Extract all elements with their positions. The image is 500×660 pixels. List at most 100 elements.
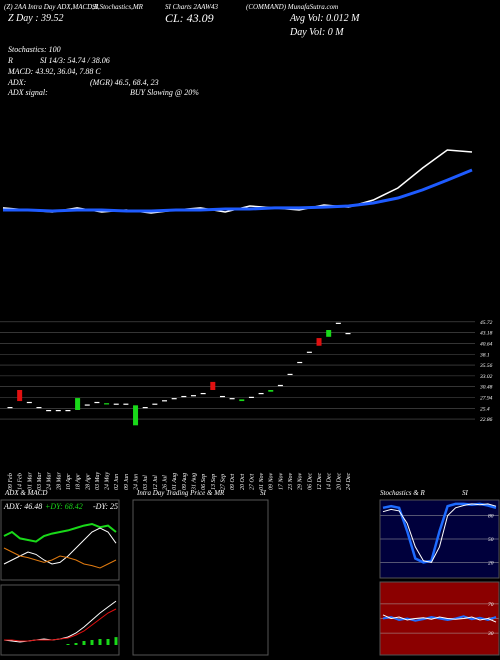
- title-part: SI,Stochastics,MR: [92, 3, 144, 11]
- x-tick-label: 24 Dec: [345, 473, 352, 490]
- avg-vol: Avg Vol: 0.012 M: [289, 13, 360, 24]
- x-tick-label: 01 Aug: [172, 473, 178, 490]
- x-tick-label: 09 Jun: [124, 474, 130, 490]
- series-line: [3, 527, 117, 565]
- candle: [171, 398, 177, 400]
- series-line: [4, 608, 117, 642]
- y-tick-label: 20: [488, 560, 494, 566]
- x-tick-label: 27 Oct: [249, 474, 255, 490]
- candle: [200, 392, 206, 395]
- x-tick-label: 10 Apr: [66, 473, 72, 490]
- x-tick-label: 20 Dec: [336, 473, 342, 490]
- candle: [152, 403, 158, 405]
- x-tick-label: 06 Sep: [201, 474, 207, 490]
- histogram-bar: [98, 639, 102, 645]
- x-tick-label: 09 Nov: [269, 472, 275, 490]
- candle: [26, 401, 32, 404]
- indicator-label: -DY: 25: [93, 502, 118, 511]
- x-tick-label: 28 Apr: [85, 473, 91, 490]
- candle: [7, 407, 13, 409]
- series-line: [3, 522, 117, 543]
- series-line: [382, 615, 497, 622]
- stat-text: R: [7, 56, 13, 65]
- series-line: [3, 547, 117, 569]
- y-tick-label: 25.4: [480, 405, 490, 412]
- day-label: Z Day : 39.52: [8, 13, 64, 24]
- candle: [162, 400, 168, 402]
- stat-text: MACD: 43.92, 36.04, 7.88 C: [7, 67, 101, 76]
- candle: [345, 332, 351, 335]
- candle: [306, 351, 312, 353]
- x-tick-label: 20 Oct: [240, 474, 246, 490]
- x-tick-label: 03 Jul: [143, 475, 149, 490]
- candle: [84, 404, 90, 406]
- indicator-label: ADX: 46.48: [3, 502, 42, 511]
- x-tick-label: 14 Dec: [326, 473, 333, 490]
- x-tick-label: 23 Nov: [288, 472, 294, 490]
- candle: [239, 399, 245, 402]
- x-tick-label: 27 Sep: [220, 474, 226, 490]
- x-tick-label: 13 Sep: [211, 474, 217, 490]
- x-tick-label: 24 Mar: [46, 472, 53, 490]
- x-tick-label: 14 Feb: [17, 473, 24, 490]
- y-tick-label: 33.02: [479, 374, 493, 380]
- candle: [104, 403, 110, 405]
- candle: [36, 407, 42, 409]
- panel-title: SI: [260, 489, 267, 497]
- x-tick-label: 12 Jul: [153, 475, 159, 490]
- candle: [17, 390, 23, 402]
- x-tick-label: 03 Mar: [37, 472, 43, 490]
- panel-title: Stochastics & R: [380, 489, 425, 497]
- title-part: SI Charts 2AAW43: [165, 3, 219, 11]
- candle: [219, 395, 225, 398]
- title-part: (COMMAND) MunafaSutra.com: [246, 3, 338, 11]
- candle: [258, 392, 264, 395]
- panel-frame: [0, 499, 120, 581]
- candle: [113, 403, 119, 405]
- candle: [210, 381, 216, 390]
- x-tick-label: 01 Mar: [27, 472, 33, 490]
- histogram-bar: [114, 637, 118, 645]
- candle: [326, 330, 332, 337]
- panel-title: ADX & MACD: [4, 489, 47, 497]
- candle: [46, 410, 52, 412]
- x-tick-label: 02 Jun: [114, 474, 120, 490]
- candle: [55, 410, 61, 412]
- candle: [190, 395, 196, 397]
- indicator-label: +DY: 68.42: [45, 502, 83, 511]
- candle: [75, 398, 81, 410]
- y-tick-label: 22.86: [480, 417, 493, 423]
- panel-frame: [379, 499, 500, 579]
- panel-title: Intra Day Trading Price & MR: [136, 489, 225, 497]
- candle: [229, 398, 235, 400]
- x-tick-label: 24 Jun: [133, 474, 140, 490]
- candle: [133, 405, 139, 426]
- histogram-bar: [74, 643, 78, 645]
- candle: [268, 390, 274, 392]
- x-tick-label: 18 Apr: [76, 473, 82, 490]
- candle: [94, 401, 100, 404]
- y-tick-label: 70: [488, 602, 494, 608]
- x-tick-label: 17 Nov: [278, 472, 284, 490]
- panel-frame: [0, 584, 120, 656]
- panel-frame: [379, 581, 500, 656]
- x-tick-label: 29 Nov: [298, 472, 304, 490]
- candle: [248, 396, 254, 399]
- y-tick-label: 35.56: [479, 363, 493, 369]
- x-tick-label: 09 Oct: [230, 474, 236, 490]
- y-tick-label: 38.1: [479, 352, 490, 358]
- stat-text: ADX:: [7, 78, 27, 87]
- x-tick-label: 01 Nov: [259, 472, 265, 490]
- y-tick-label: 45.72: [480, 319, 493, 326]
- candle: [316, 338, 322, 346]
- stat-text: (MGR) 46.5, 68.4, 23: [90, 78, 159, 87]
- panel-title: SI: [462, 489, 469, 497]
- series-line: [3, 168, 473, 213]
- series-line: [382, 503, 497, 563]
- candle: [287, 373, 293, 376]
- stat-text: BUY Slowing @ 20%: [130, 88, 199, 97]
- candle: [123, 403, 129, 405]
